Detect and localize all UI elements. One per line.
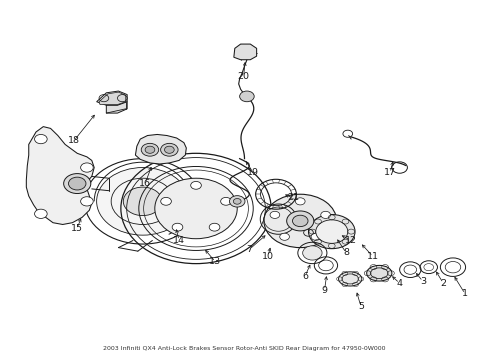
Circle shape (160, 143, 178, 156)
Text: 1: 1 (461, 289, 467, 298)
Text: 3: 3 (419, 277, 425, 286)
Circle shape (295, 198, 305, 205)
Text: 6: 6 (302, 271, 307, 280)
Text: 20: 20 (237, 72, 249, 81)
Text: 7: 7 (246, 245, 252, 254)
Polygon shape (97, 91, 127, 105)
Circle shape (81, 197, 93, 206)
Circle shape (141, 143, 159, 156)
Ellipse shape (366, 265, 391, 281)
Text: 13: 13 (209, 257, 221, 266)
Polygon shape (135, 134, 186, 164)
Circle shape (123, 187, 162, 216)
Text: 2003 Infiniti QX4 Anti-Lock Brakes Sensor Rotor-Anti SKID Rear Diagram for 47950: 2003 Infiniti QX4 Anti-Lock Brakes Senso… (103, 346, 385, 351)
Text: 14: 14 (173, 236, 184, 245)
Text: 21: 21 (286, 193, 298, 202)
Circle shape (209, 223, 220, 231)
Polygon shape (233, 44, 256, 60)
Polygon shape (26, 127, 94, 225)
Circle shape (286, 211, 313, 231)
Circle shape (315, 220, 347, 243)
Text: 8: 8 (343, 248, 348, 257)
Circle shape (229, 195, 244, 207)
Ellipse shape (338, 272, 361, 286)
Text: 19: 19 (247, 168, 259, 177)
Circle shape (302, 246, 322, 260)
Text: 18: 18 (68, 136, 80, 145)
Text: 2: 2 (439, 279, 446, 288)
Polygon shape (99, 92, 125, 104)
Circle shape (233, 198, 241, 204)
Circle shape (155, 178, 237, 239)
Circle shape (68, 177, 86, 190)
Circle shape (97, 167, 188, 235)
Text: 16: 16 (139, 179, 151, 188)
Circle shape (310, 233, 320, 240)
Text: 4: 4 (396, 279, 402, 288)
Circle shape (63, 174, 91, 194)
Circle shape (35, 134, 47, 144)
Circle shape (161, 197, 171, 205)
Text: 15: 15 (71, 224, 83, 233)
Polygon shape (106, 102, 127, 113)
Text: 12: 12 (345, 236, 356, 245)
Circle shape (269, 211, 279, 219)
Text: 11: 11 (366, 252, 378, 261)
Circle shape (172, 223, 183, 231)
Text: 10: 10 (261, 252, 273, 261)
Circle shape (190, 181, 201, 189)
Circle shape (164, 146, 174, 153)
Circle shape (145, 146, 155, 153)
Text: 9: 9 (321, 286, 327, 295)
Circle shape (279, 233, 289, 240)
Circle shape (264, 194, 336, 248)
Text: 5: 5 (357, 302, 363, 311)
Circle shape (35, 209, 47, 219)
Circle shape (239, 91, 254, 102)
Circle shape (81, 163, 93, 172)
Circle shape (220, 197, 231, 205)
Text: 17: 17 (383, 168, 395, 177)
Circle shape (308, 215, 354, 249)
Circle shape (320, 211, 330, 219)
Circle shape (292, 215, 307, 226)
